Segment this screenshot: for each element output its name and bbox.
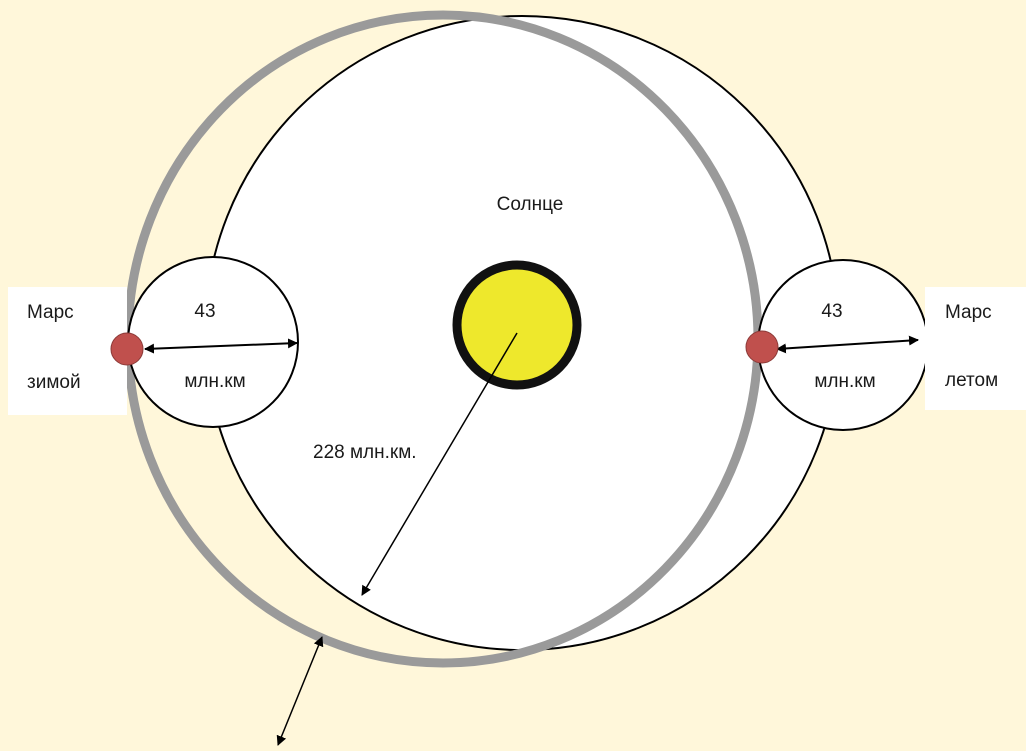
sun-label: Солнце (497, 194, 564, 215)
mars-summer (745, 330, 779, 364)
mars-winter (110, 332, 144, 366)
mars-summer-line2: летом (945, 370, 998, 391)
summer-distance: 43 (821, 301, 842, 322)
summer-label-box (925, 287, 1026, 410)
summer-unit: млн.км (814, 371, 875, 392)
orbit-arrow (276, 636, 324, 746)
winter-circle (127, 256, 299, 428)
mars-winter-line1: Марс (27, 302, 74, 323)
radius-arrow (361, 332, 518, 596)
winter-label-box (8, 287, 127, 415)
summer-distance-arrow (776, 335, 919, 354)
winter-unit: млн.км (184, 371, 245, 392)
mars-winter-line2: зимой (27, 372, 81, 393)
winter-distance: 43 (194, 301, 215, 322)
orbit-radius-label: 228 млн.км. (313, 442, 417, 463)
mars-summer-line1: Марс (945, 302, 992, 323)
sun (452, 260, 582, 390)
winter-distance-arrow (144, 338, 298, 354)
